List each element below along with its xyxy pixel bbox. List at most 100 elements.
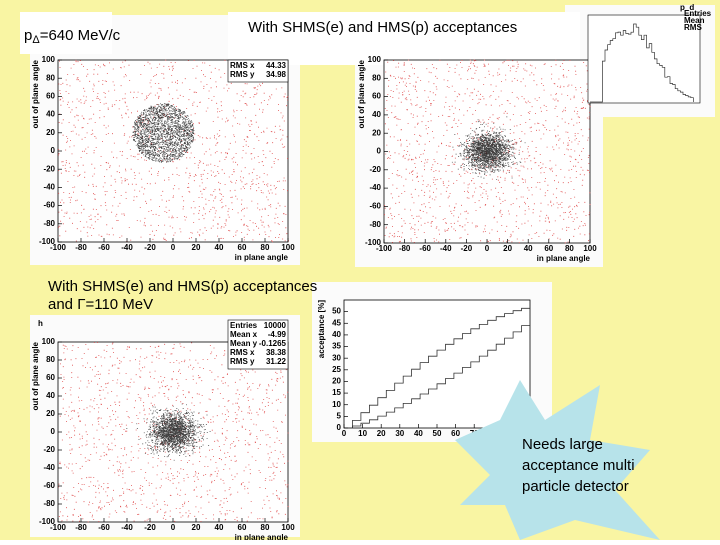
x-tick-label: 20 [503, 244, 512, 253]
stats-value: 44.33 [266, 61, 287, 70]
y-tick-label: 30 [332, 353, 341, 362]
x-tick-label: -100 [50, 523, 67, 532]
y-tick-label: -20 [369, 165, 381, 174]
stats-key: RMS x [230, 348, 255, 357]
y-tick-label: 0 [51, 146, 56, 155]
y-tick-label: 40 [46, 391, 55, 400]
x-axis-label: in plane angle [235, 253, 289, 262]
inset-plot [587, 14, 701, 104]
y-axis-label: out of plane angle [357, 59, 366, 128]
y-tick-label: 20 [372, 128, 381, 137]
title-top: With SHMS(e) and HMS(p) acceptances [248, 19, 517, 36]
stats-value: -0.1265 [259, 339, 287, 348]
x-tick-label: -80 [75, 523, 87, 532]
x-tick-label: 80 [261, 523, 270, 532]
y-tick-label: 40 [46, 110, 55, 119]
x-tick-label: -40 [121, 243, 133, 252]
x-tick-label: 20 [192, 523, 201, 532]
callout-text: particle detector [522, 478, 629, 495]
x-tick-label: -100 [50, 243, 67, 252]
stats-value: 38.38 [266, 348, 287, 357]
callout-star [455, 380, 660, 540]
plot-area [343, 299, 531, 429]
y-tick-label: 100 [42, 55, 56, 64]
y-tick-label: 60 [46, 92, 55, 101]
x-tick-label: -40 [121, 523, 133, 532]
y-tick-label: 45 [332, 318, 341, 327]
y-tick-label: 60 [372, 92, 381, 101]
y-tick-label: -100 [365, 238, 382, 247]
y-tick-label: 100 [368, 55, 382, 64]
y-tick-label: 0 [377, 147, 382, 156]
x-tick-label: 60 [544, 244, 553, 253]
acceptance-curve [344, 319, 531, 429]
x-tick-label: 100 [281, 243, 295, 252]
y-tick-label: 60 [46, 373, 55, 382]
stats-box [227, 59, 289, 83]
inset-histogram [590, 23, 694, 103]
stats-key: Mean y [230, 339, 258, 348]
stats-value: 10000 [264, 321, 287, 330]
y-tick-label: 0 [337, 423, 342, 432]
y-tick-label: 35 [332, 342, 341, 351]
y-axis-label: acceptance [%] [317, 300, 326, 359]
stats-value: -4.99 [268, 330, 287, 339]
x-tick-label: -80 [75, 243, 87, 252]
x-tick-label: -60 [98, 523, 110, 532]
scatter-core [132, 103, 195, 163]
x-tick-label: 0 [485, 244, 490, 253]
stats-key: RMS x [230, 61, 255, 70]
x-tick-label: 0 [342, 429, 347, 438]
y-tick-label: 20 [332, 377, 341, 386]
y-tick-label: -80 [43, 219, 55, 228]
y-tick-label: -40 [369, 183, 381, 192]
x-tick-label: -60 [419, 244, 431, 253]
y-tick-label: 0 [51, 427, 56, 436]
x-tick-label: -100 [376, 244, 393, 253]
x-tick-label: -60 [98, 243, 110, 252]
y-tick-label: 25 [332, 365, 341, 374]
x-tick-label: 80 [565, 244, 574, 253]
inset-stat: RMS [684, 23, 702, 32]
y-tick-label: -40 [43, 183, 55, 192]
y-tick-label: 50 [332, 307, 341, 316]
x-tick-label: 60 [451, 429, 460, 438]
x-tick-label: 50 [433, 429, 442, 438]
x-tick-label: 40 [215, 243, 224, 252]
y-tick-label: -20 [43, 445, 55, 454]
inset-stat: Mean [684, 16, 705, 25]
y-tick-label: -60 [43, 201, 55, 210]
x-tick-label: -20 [144, 243, 156, 252]
y-tick-label: -20 [43, 164, 55, 173]
y-tick-label: -100 [39, 517, 56, 526]
scatter-core [451, 116, 526, 181]
y-tick-label: -40 [43, 463, 55, 472]
y-tick-label: 15 [332, 388, 341, 397]
x-tick-label: 100 [281, 523, 295, 532]
heading-box [20, 12, 112, 54]
y-axis-label: out of plane angle [31, 341, 40, 410]
y-tick-label: 80 [46, 355, 55, 364]
title-bottom: With SHMS(e) and HMS(p) acceptances [48, 278, 317, 295]
stats-key: RMS y [230, 70, 255, 79]
x-tick-label: 60 [238, 523, 247, 532]
x-tick-label: 60 [238, 243, 247, 252]
x-tick-label: -20 [144, 523, 156, 532]
y-tick-label: 80 [372, 73, 381, 82]
stats-box [227, 319, 289, 370]
x-tick-label: 20 [377, 429, 386, 438]
y-tick-label: -60 [369, 202, 381, 211]
x-tick-label: -80 [399, 244, 411, 253]
x-tick-label: 40 [524, 244, 533, 253]
inset-stat: Entries [684, 9, 712, 18]
y-tick-label: -80 [43, 499, 55, 508]
y-tick-label: -100 [39, 237, 56, 246]
y-tick-label: -80 [369, 220, 381, 229]
y-tick-label: -60 [43, 481, 55, 490]
y-tick-label: 40 [332, 330, 341, 339]
callout-text: acceptance multi [522, 457, 635, 474]
scatter-core [126, 403, 211, 461]
x-tick-label: -20 [461, 244, 473, 253]
x-axis-label: in plane angle [235, 533, 289, 540]
